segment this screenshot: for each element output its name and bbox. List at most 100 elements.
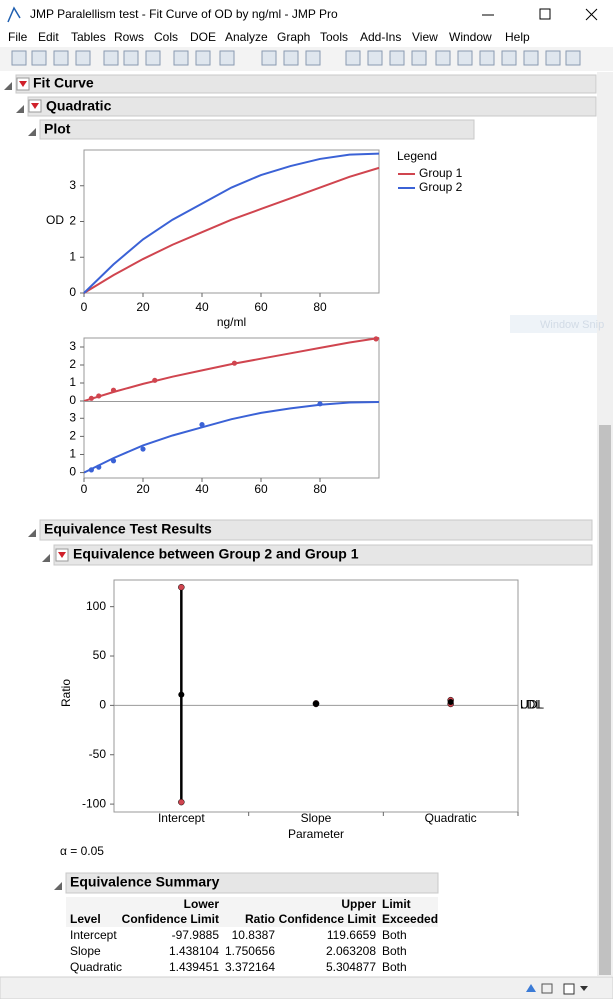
ratio-point — [313, 700, 319, 707]
toolbar-button[interactable] — [261, 50, 277, 66]
table-cell: 2.063208 — [326, 944, 376, 958]
menu-item[interactable]: File — [8, 30, 28, 44]
x-tick-label: 0 — [81, 482, 88, 496]
toolbar-button[interactable] — [31, 50, 47, 66]
table-cell: -97.9885 — [172, 928, 220, 942]
column-header: Confidence Limit — [122, 912, 219, 926]
column-header-top: Upper — [341, 897, 376, 911]
data-point — [88, 395, 94, 401]
data-point — [110, 458, 117, 464]
x-axis-label: Parameter — [288, 827, 344, 841]
toolbar-button[interactable] — [219, 50, 235, 66]
toolbar-button[interactable] — [545, 50, 561, 66]
disclosure-icon[interactable] — [28, 128, 36, 136]
app-icon — [7, 6, 21, 23]
watermark-bg — [510, 315, 597, 333]
y-tick-label: 2 — [69, 357, 76, 371]
y-tick-label: 1 — [69, 447, 76, 461]
toolbar-button[interactable] — [195, 50, 211, 66]
disclosure-icon[interactable] — [16, 105, 24, 113]
y-tick-label: 0 — [69, 465, 76, 479]
disclosure-icon[interactable] — [42, 554, 50, 562]
toolbar-button[interactable] — [145, 50, 161, 66]
menu-item[interactable]: Help — [505, 30, 530, 44]
data-point — [231, 360, 238, 366]
data-point — [96, 393, 102, 399]
checkbox[interactable] — [563, 983, 575, 995]
column-header: Ratio — [245, 912, 275, 926]
x-tick-label: 60 — [254, 482, 268, 496]
disclosure-icon[interactable] — [28, 529, 36, 537]
limit-label: UDL — [520, 698, 544, 712]
outline-equivalence-results: Equivalence Test Results — [28, 519, 593, 541]
disclosure-icon[interactable] — [4, 82, 12, 90]
toolbar-button[interactable] — [435, 50, 451, 66]
menu-item[interactable]: Cols — [154, 30, 178, 44]
watermark: Window Snip — [540, 319, 604, 331]
ratio-point — [178, 691, 185, 698]
menu-item[interactable]: Edit — [38, 30, 59, 44]
disclosure-icon[interactable] — [54, 882, 62, 890]
scroll-thumb[interactable] — [599, 425, 611, 975]
status-bar — [0, 976, 613, 1000]
menu-item[interactable]: Add-Ins — [360, 30, 401, 44]
toolbar-button[interactable] — [479, 50, 495, 66]
table-header-bg — [66, 897, 438, 927]
menu-item[interactable]: Rows — [114, 30, 144, 44]
toolbar-button[interactable] — [173, 50, 189, 66]
toolbar-button[interactable] — [75, 50, 91, 66]
toolbar-button[interactable] — [367, 50, 383, 66]
toolbar-button[interactable] — [11, 50, 27, 66]
data-point — [110, 387, 117, 393]
column-header: Confidence Limit — [279, 912, 376, 926]
toolbar-button[interactable] — [103, 50, 119, 66]
toolbar-button[interactable] — [123, 50, 139, 66]
toolbar-button[interactable] — [457, 50, 473, 66]
toolbar-button[interactable] — [501, 50, 517, 66]
outline-title: Plot — [44, 121, 71, 137]
toolbar-button[interactable] — [345, 50, 361, 66]
x-tick-label: 0 — [81, 300, 88, 314]
x-tick-label: Intercept — [158, 811, 205, 825]
toolbar-button[interactable] — [389, 50, 405, 66]
x-tick-label: 80 — [313, 482, 327, 496]
menu-item[interactable]: Tools — [320, 30, 348, 44]
menu-item[interactable]: Graph — [277, 30, 310, 44]
toolbar-button[interactable] — [523, 50, 539, 66]
home-icon[interactable] — [526, 984, 536, 992]
menu-item[interactable]: DOE — [190, 30, 216, 44]
toolbar-button[interactable] — [411, 50, 427, 66]
y-tick-label: 2 — [69, 214, 76, 228]
series-line — [83, 152, 380, 294]
title-bar — [0, 0, 613, 30]
window-title: JMP Paralellism test - Fit Curve of OD b… — [30, 7, 338, 21]
toolbar-icons — [11, 50, 581, 66]
x-tick-label: 40 — [195, 300, 209, 314]
table-cell: 3.372164 — [225, 960, 275, 974]
x-tick-label: 60 — [254, 300, 268, 314]
window-list-icon[interactable] — [541, 983, 553, 994]
maximize-button[interactable] — [539, 8, 551, 20]
menu-item[interactable]: Window — [449, 30, 492, 44]
data-point — [152, 377, 158, 383]
menu-item[interactable]: Tables — [71, 30, 106, 44]
menu-item[interactable]: Analyze — [225, 30, 268, 44]
series-line — [83, 166, 380, 294]
x-tick-label: Slope — [301, 811, 332, 825]
toolbar-button[interactable] — [283, 50, 299, 66]
dropdown-icon[interactable] — [580, 986, 588, 991]
toolbar-button[interactable] — [53, 50, 69, 66]
y-tick-label: 3 — [69, 178, 76, 192]
toolbar-button[interactable] — [565, 50, 581, 66]
menu-item[interactable]: View — [412, 30, 438, 44]
table-cell: Quadratic — [70, 960, 122, 974]
close-button[interactable] — [585, 8, 598, 21]
data-point — [140, 446, 146, 452]
y-axis-label: OD — [46, 213, 64, 227]
x-tick-label: 20 — [136, 300, 150, 314]
outline-title: Fit Curve — [33, 75, 94, 91]
upper-limit — [178, 583, 185, 591]
y-tick-label: -100 — [82, 796, 106, 810]
toolbar-button[interactable] — [305, 50, 321, 66]
